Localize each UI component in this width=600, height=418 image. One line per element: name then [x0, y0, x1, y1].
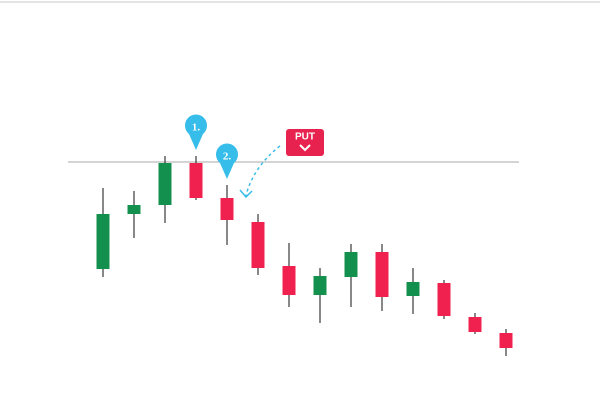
body [282, 266, 296, 295]
body [158, 163, 172, 205]
body [189, 163, 203, 198]
body [251, 222, 265, 268]
marker-label: 1. [192, 122, 201, 134]
arrow [245, 145, 281, 197]
body [96, 214, 110, 269]
body [375, 252, 389, 297]
put-label[interactable]: PUT [295, 132, 315, 143]
body [499, 333, 513, 348]
body [437, 283, 451, 316]
put-chevron [299, 144, 311, 152]
body [313, 276, 327, 295]
arrow-head [239, 189, 253, 199]
body [406, 282, 420, 296]
put-box[interactable] [286, 129, 324, 156]
marker-pin [185, 114, 207, 150]
body [220, 198, 234, 220]
put-button[interactable]: PUT [286, 129, 324, 156]
body [127, 205, 141, 214]
marker-pin [216, 143, 238, 179]
body [468, 317, 482, 332]
marker-label: 2. [223, 151, 232, 163]
body [344, 252, 358, 277]
